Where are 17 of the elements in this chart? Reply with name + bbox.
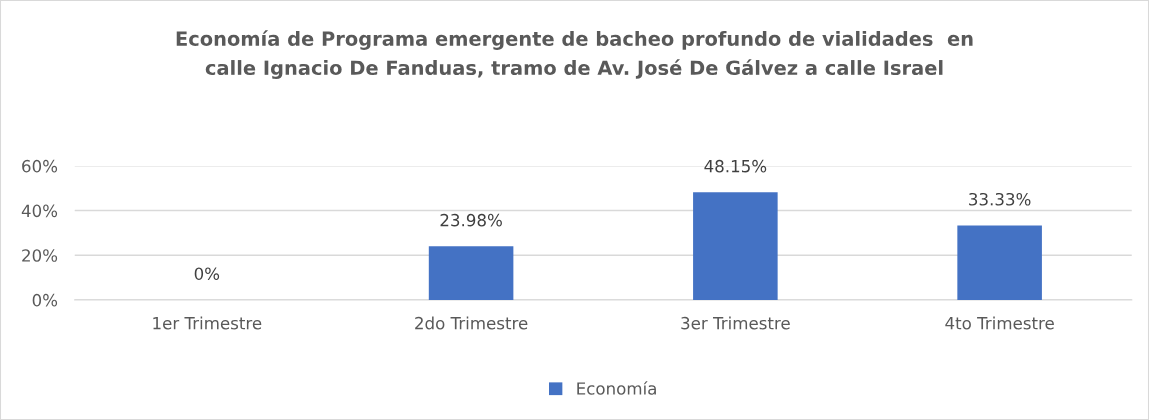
chart-title: Economía de Programa emergente de bacheo profundo de vialidades en calle Ignacio De Fanduas, tramo de Av. José De Gálvez a calle Israel — [176, 30, 973, 80]
bar — [693, 192, 778, 300]
bar — [957, 225, 1042, 300]
data-label: 48.15% — [704, 159, 767, 173]
y-tick-label: 40% — [21, 204, 58, 218]
x-tick-label: 4to Trimestre — [945, 316, 1054, 330]
data-label: 33.33% — [969, 192, 1031, 206]
x-tick-label: 1er Trimestre — [153, 316, 262, 330]
data-label: 23.98% — [440, 213, 502, 227]
data-label: 0% — [194, 267, 220, 280]
y-tick-label: 20% — [22, 249, 58, 262]
legend-label: Economía — [577, 381, 656, 395]
x-tick-label: 3er Trimestre — [681, 316, 790, 330]
y-tick-label: 60% — [22, 159, 58, 173]
x-tick-label: 2do Trimestre — [415, 316, 528, 330]
y-tick-label: 0% — [32, 293, 58, 307]
bar — [428, 246, 514, 300]
